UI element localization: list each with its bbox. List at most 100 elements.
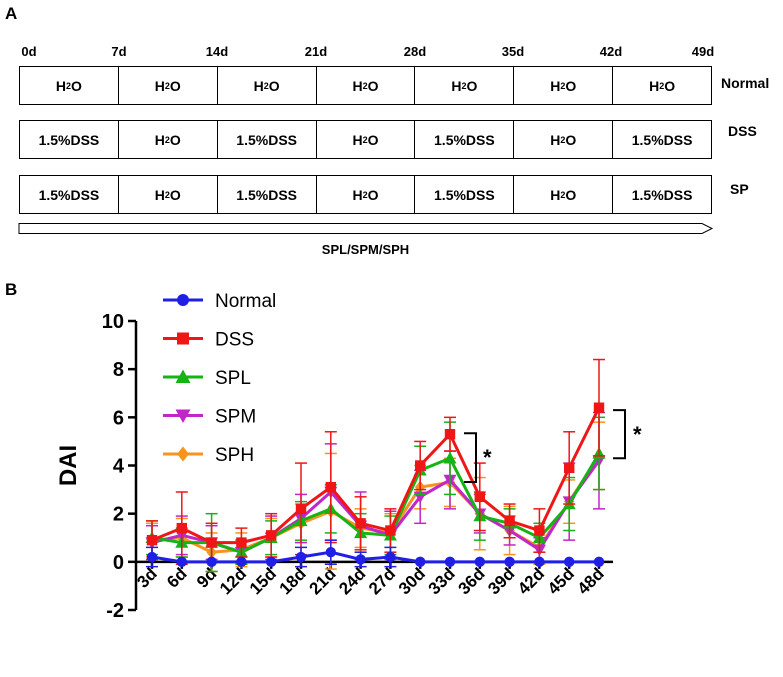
series-line	[151, 550, 599, 564]
legend-marker	[175, 369, 191, 383]
y-tick-label: -2	[106, 600, 124, 622]
significance-bracket	[464, 432, 477, 483]
legend-label: SPL	[215, 368, 251, 389]
significance-star: *	[633, 422, 642, 447]
data-point	[325, 547, 336, 558]
schedule-row-dss: 1.5%DSS H 2 O 1.5%DSS H 2 O 1.5%DSS H 2 O 1.5%DSS	[19, 120, 712, 159]
significance-star: *	[483, 445, 492, 470]
day-label: 35d	[501, 44, 525, 59]
x-tick-label: 27d	[365, 564, 399, 598]
data-point	[266, 556, 277, 568]
x-tick-label: 45d	[544, 564, 578, 598]
data-point	[266, 530, 277, 541]
data-point	[206, 556, 217, 568]
legend-marker	[177, 294, 189, 306]
series-line	[151, 455, 601, 554]
data-point	[385, 551, 396, 563]
data-point	[236, 537, 247, 548]
data-point	[564, 556, 575, 568]
x-tick-label: 30d	[395, 564, 429, 598]
treatment-arrow-label: SPL/SPM/SPH	[321, 242, 410, 257]
data-point	[564, 462, 575, 474]
data-point	[474, 556, 485, 568]
data-point	[504, 556, 515, 568]
schedule-cell: 1.5%DSS	[20, 121, 119, 158]
data-point	[504, 515, 515, 527]
x-tick-label: 39d	[484, 564, 518, 598]
data-point	[534, 556, 545, 568]
data-point	[443, 451, 457, 464]
legend-label: DSS	[215, 330, 254, 351]
schedule-cell: 1.5%DSS	[218, 121, 317, 158]
data-point	[444, 556, 456, 568]
y-tick-label: 0	[113, 552, 124, 574]
x-tick-label: 12d	[216, 564, 250, 598]
data-point	[534, 525, 545, 536]
legend-marker	[177, 446, 189, 462]
row-label-normal: Normal	[721, 75, 770, 91]
schedule-cell: 1.5%DSS	[631, 131, 693, 148]
data-point	[444, 428, 456, 440]
y-tick-label: 10	[102, 311, 124, 333]
schedule-row-sp: 1.5%DSS H 2 O 1.5%DSS H 2 O 1.5%DSS H 2 O 1.5%DSS	[19, 175, 712, 214]
legend-label: SPM	[215, 407, 256, 428]
schedule-cell: 1.5%DSS	[218, 176, 317, 213]
y-tick-label: 2	[113, 504, 124, 526]
y-tick-label: 6	[113, 407, 124, 429]
schedule-cell: 1.5%DSS	[415, 176, 515, 213]
y-axis-label: DAI	[55, 445, 82, 486]
treatment-arrow	[18, 223, 714, 234]
series-line	[151, 459, 601, 554]
day-label: 21d	[304, 44, 328, 59]
schedule-cell: 1.5%DSS	[631, 186, 693, 203]
row-label-dss: DSS	[728, 123, 757, 139]
data-point	[355, 518, 366, 529]
data-point	[415, 556, 426, 568]
x-tick-label: 36d	[454, 564, 488, 598]
legend-label: SPH	[215, 445, 254, 466]
x-tick-label: 24d	[335, 564, 369, 598]
data-point	[236, 556, 247, 568]
panel-b-label: B	[5, 280, 18, 299]
data-point	[355, 554, 366, 565]
x-tick-label: 33d	[425, 564, 459, 598]
data-point	[593, 556, 605, 568]
chart-legend: Normal DSS SPL SPM SPH	[163, 291, 276, 466]
schedule-cell: 1.5%DSS	[415, 121, 515, 158]
y-tick-label: 4	[113, 456, 125, 478]
data-point	[206, 537, 217, 548]
x-tick-label: 9d	[193, 564, 220, 591]
series-line	[151, 407, 601, 545]
significance-bracket	[613, 409, 626, 460]
row-label-sp: SP	[730, 181, 749, 197]
day-label: 42d	[599, 44, 623, 59]
data-point	[146, 551, 158, 563]
series-line	[151, 452, 601, 554]
panel-a-label: A	[5, 4, 18, 23]
x-tick-label: 15d	[246, 564, 280, 598]
legend-marker	[177, 332, 189, 345]
y-tick-label: 8	[113, 359, 124, 381]
x-tick-label: 18d	[276, 564, 310, 598]
x-tick-label: 6d	[163, 564, 190, 591]
data-point	[385, 525, 396, 536]
x-tick-label: 48d	[574, 564, 608, 598]
legend-marker	[175, 409, 191, 423]
legend-label: Normal	[215, 291, 276, 312]
schedule-cell: 1.5%DSS	[20, 176, 119, 213]
data-point	[295, 503, 307, 515]
data-point	[146, 534, 158, 546]
